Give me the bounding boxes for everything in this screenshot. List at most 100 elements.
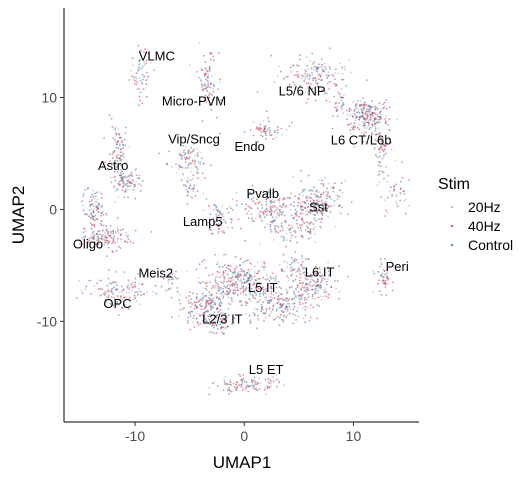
data-point <box>273 205 276 208</box>
data-point <box>386 142 388 145</box>
data-point <box>316 272 318 274</box>
data-point <box>178 299 181 301</box>
cluster-label: L6 IT <box>305 265 335 280</box>
data-point <box>125 291 128 294</box>
data-point <box>269 379 272 382</box>
data-point <box>112 293 115 296</box>
data-point <box>381 279 384 282</box>
data-point <box>138 177 141 180</box>
data-point <box>207 302 210 305</box>
data-point <box>246 271 248 274</box>
data-point <box>221 311 224 314</box>
data-point <box>348 123 350 126</box>
data-point <box>171 273 174 275</box>
data-point <box>297 226 299 229</box>
data-point <box>98 288 100 291</box>
data-point <box>264 132 267 135</box>
data-point <box>376 106 378 109</box>
data-point <box>210 294 213 297</box>
data-point <box>292 175 295 178</box>
data-point <box>268 129 271 132</box>
data-point <box>249 293 252 296</box>
data-point <box>211 299 214 302</box>
data-point <box>222 212 224 215</box>
data-point <box>271 272 274 275</box>
data-point <box>264 266 266 268</box>
cluster-label: L2/3 IT <box>202 312 243 327</box>
data-point <box>312 228 315 230</box>
data-point <box>322 202 325 204</box>
data-point <box>327 296 330 299</box>
data-point <box>334 225 337 228</box>
data-point <box>348 107 351 110</box>
data-point <box>327 182 330 185</box>
data-point <box>278 214 280 217</box>
legend-entry-label: 40Hz <box>468 218 501 234</box>
data-point <box>378 173 381 176</box>
data-point <box>290 270 293 272</box>
data-point <box>197 155 199 158</box>
data-point <box>314 265 317 268</box>
data-point <box>86 213 89 216</box>
data-point <box>243 282 246 285</box>
data-point <box>258 295 261 298</box>
data-point <box>356 100 359 102</box>
data-point <box>204 317 206 320</box>
cluster-label: VLMC <box>139 49 175 64</box>
data-point <box>121 189 124 192</box>
data-point <box>352 126 355 129</box>
data-point <box>271 222 274 225</box>
data-point <box>204 177 206 179</box>
data-point <box>272 308 274 310</box>
data-point <box>362 97 364 100</box>
data-point <box>356 111 358 114</box>
data-point <box>320 66 323 69</box>
data-point <box>243 274 246 277</box>
data-point <box>256 126 258 129</box>
data-point <box>209 213 212 216</box>
data-point <box>95 233 98 235</box>
data-point <box>393 188 396 191</box>
data-point <box>97 207 100 210</box>
data-point <box>99 191 102 194</box>
data-point <box>220 302 223 305</box>
data-point <box>104 298 107 301</box>
data-point <box>318 208 320 211</box>
data-point <box>215 206 218 209</box>
data-point <box>324 66 326 68</box>
data-point <box>299 92 302 95</box>
data-point <box>219 81 222 83</box>
data-point <box>222 254 225 257</box>
data-point <box>382 171 385 174</box>
data-point <box>229 277 232 279</box>
data-point <box>374 127 377 130</box>
data-point <box>298 193 301 196</box>
data-point <box>251 219 254 222</box>
data-point <box>262 266 265 269</box>
data-point <box>88 239 91 242</box>
data-point <box>92 241 95 244</box>
data-point <box>195 296 198 299</box>
data-point <box>204 61 207 64</box>
data-point <box>91 216 93 218</box>
data-point <box>289 308 292 311</box>
data-point <box>117 232 120 235</box>
data-point <box>220 322 223 324</box>
data-point <box>242 288 245 290</box>
data-point <box>369 117 372 119</box>
data-point <box>316 199 318 202</box>
data-point <box>375 133 378 136</box>
data-point <box>94 242 97 245</box>
data-point <box>224 375 227 378</box>
data-point <box>250 268 253 271</box>
data-point <box>100 193 103 195</box>
data-point <box>111 287 114 290</box>
data-point <box>202 209 205 212</box>
data-point <box>380 137 383 140</box>
data-point <box>227 277 230 280</box>
data-point <box>236 283 239 286</box>
data-point <box>102 238 104 241</box>
data-point <box>179 302 182 305</box>
data-point <box>270 286 272 288</box>
data-point <box>135 83 138 86</box>
